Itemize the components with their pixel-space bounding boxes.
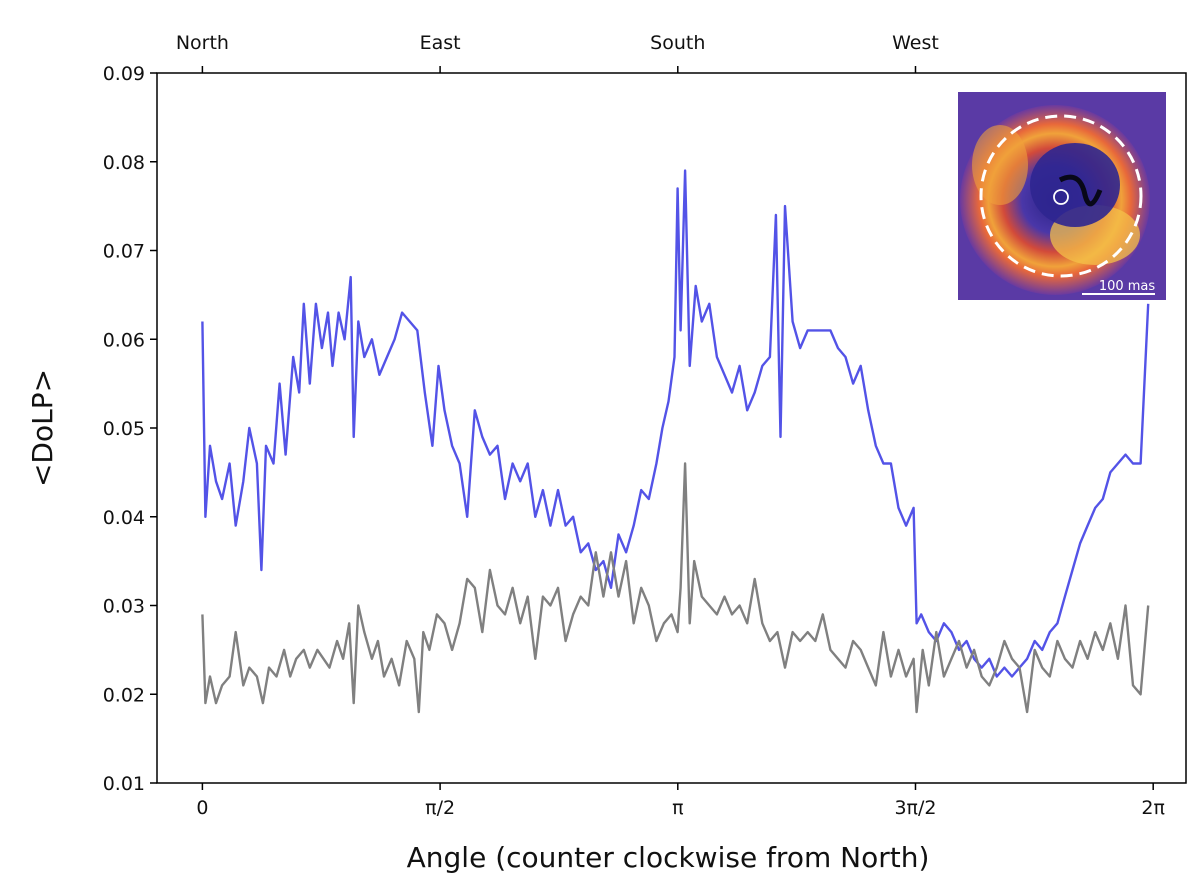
x-tick-label: 3π/2 [894,797,936,819]
inset-scale-label: 100 mas [1099,279,1156,294]
series-layer [201,169,1150,714]
inset-image: 100 mas [958,92,1166,300]
y-axis: 0.01 0.02 0.03 0.04 0.05 0.06 0.07 0.08 0.09 [103,63,157,795]
inset-star-marker [1053,189,1069,205]
top-tick-label: East [420,32,461,54]
y-tick-label: 0.01 [103,773,145,795]
y-tick-label: 0.07 [103,241,145,263]
y-tick-label: 0.02 [103,684,145,706]
x-tick-label: π/2 [425,797,455,819]
y-tick-label: 0.05 [103,418,145,440]
top-tick-label: South [650,32,705,54]
y-tick-label: 0.06 [103,329,145,351]
x-axis-title: Angle (counter clockwise from North) [407,841,930,874]
series-line-2 [201,462,1150,714]
top-tick-label: West [892,32,939,54]
y-tick-label: 0.09 [103,63,145,85]
y-tick-label: 0.03 [103,596,145,618]
top-axis: North East South West [176,32,939,73]
x-tick-label: π [672,797,683,819]
inset-dark-core [1030,143,1120,227]
inset-dashed-circle [979,114,1143,278]
x-tick-label: 2π [1141,797,1165,819]
top-tick-label: North [176,32,229,54]
x-axis: 0 π/2 π 3π/2 2π [196,783,1165,819]
y-tick-label: 0.08 [103,152,145,174]
x-tick-label: 0 [196,797,208,819]
y-axis-title: <DoLP> [26,369,59,487]
inset-bright-arc-2 [972,125,1028,205]
inset-dark-streak [1058,174,1103,207]
series-line-1 [201,169,1150,678]
y-tick-label: 0.04 [103,507,145,529]
